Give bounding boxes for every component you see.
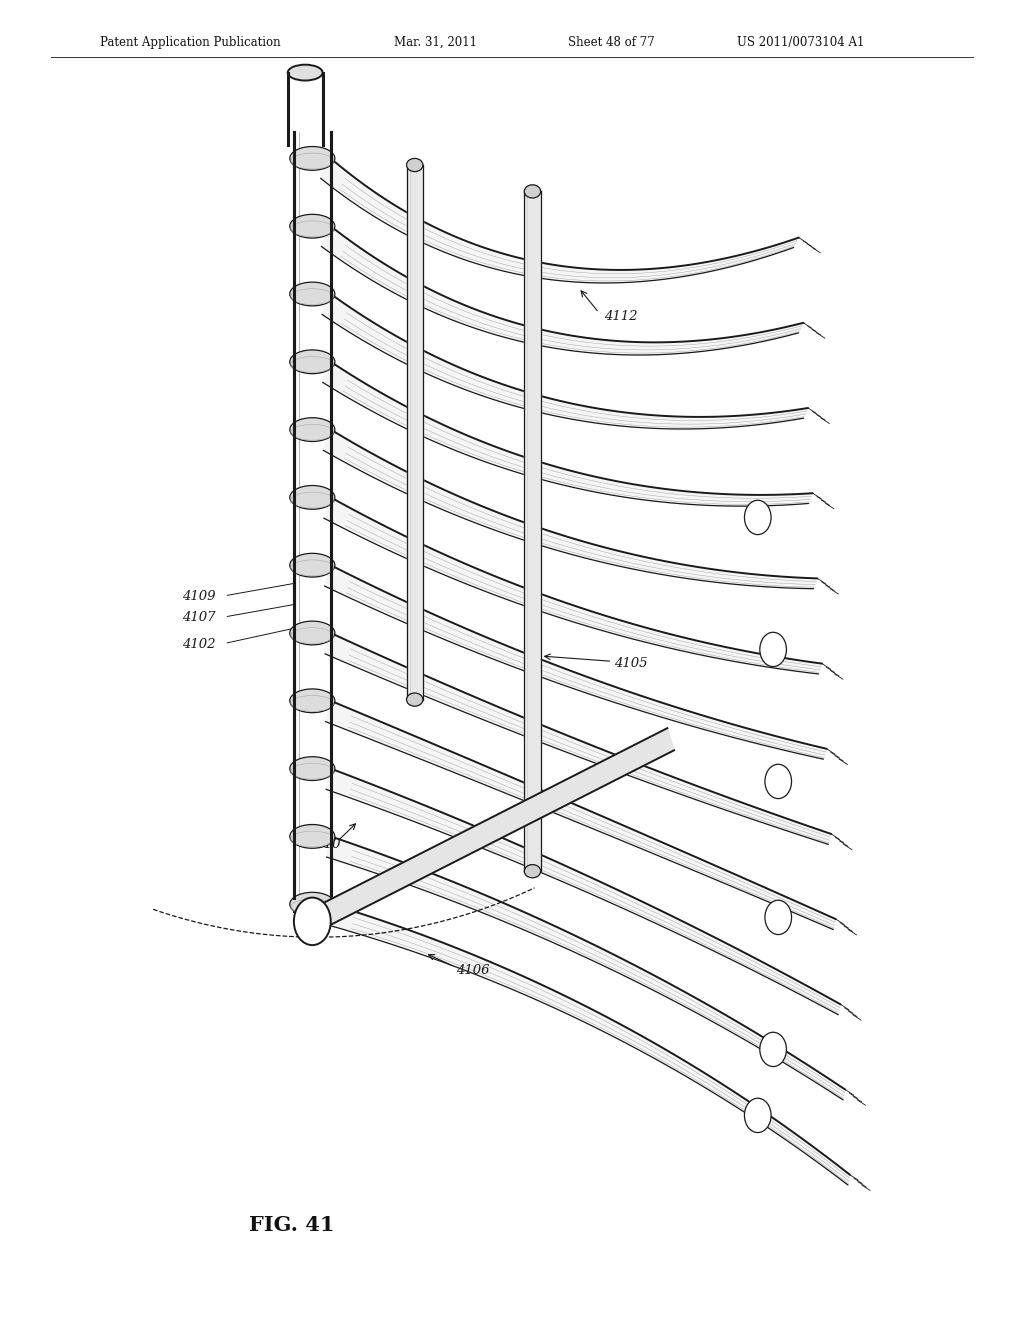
Polygon shape	[407, 165, 423, 700]
Polygon shape	[327, 837, 845, 1100]
Polygon shape	[323, 362, 813, 506]
Polygon shape	[321, 158, 799, 282]
Ellipse shape	[290, 350, 335, 374]
Polygon shape	[324, 498, 822, 675]
Text: FIG. 41: FIG. 41	[249, 1214, 335, 1236]
Text: 4106: 4106	[456, 964, 489, 977]
Ellipse shape	[290, 282, 335, 306]
Text: 4110: 4110	[307, 838, 341, 851]
Polygon shape	[326, 701, 836, 929]
Circle shape	[760, 632, 786, 667]
Ellipse shape	[290, 622, 335, 645]
Text: 4109: 4109	[182, 590, 216, 603]
Ellipse shape	[290, 486, 335, 510]
Ellipse shape	[407, 158, 423, 172]
Polygon shape	[322, 294, 808, 429]
Polygon shape	[325, 634, 831, 845]
Text: 4102: 4102	[182, 638, 216, 651]
Text: Patent Application Publication: Patent Application Publication	[100, 36, 281, 49]
Ellipse shape	[290, 825, 335, 849]
Ellipse shape	[290, 417, 335, 441]
Circle shape	[765, 900, 792, 935]
Ellipse shape	[524, 865, 541, 878]
Ellipse shape	[290, 756, 335, 780]
Polygon shape	[325, 565, 826, 759]
Text: Sheet 48 of 77: Sheet 48 of 77	[568, 36, 655, 49]
Text: 4112: 4112	[604, 310, 638, 323]
Ellipse shape	[290, 214, 335, 238]
Text: 4105: 4105	[614, 657, 648, 671]
Circle shape	[760, 1032, 786, 1067]
Text: 4107: 4107	[182, 611, 216, 624]
Polygon shape	[324, 429, 817, 589]
Circle shape	[294, 898, 331, 945]
Text: Mar. 31, 2011: Mar. 31, 2011	[394, 36, 477, 49]
Polygon shape	[327, 904, 850, 1185]
Ellipse shape	[290, 147, 335, 170]
Ellipse shape	[290, 892, 335, 916]
Ellipse shape	[407, 693, 423, 706]
Ellipse shape	[288, 65, 323, 81]
Polygon shape	[524, 191, 541, 871]
Circle shape	[744, 500, 771, 535]
Circle shape	[765, 764, 792, 799]
Circle shape	[744, 1098, 771, 1133]
Polygon shape	[326, 768, 841, 1015]
Polygon shape	[322, 226, 804, 355]
Ellipse shape	[290, 553, 335, 577]
Polygon shape	[309, 729, 674, 932]
Ellipse shape	[524, 185, 541, 198]
Text: US 2011/0073104 A1: US 2011/0073104 A1	[737, 36, 864, 49]
Ellipse shape	[290, 689, 335, 713]
